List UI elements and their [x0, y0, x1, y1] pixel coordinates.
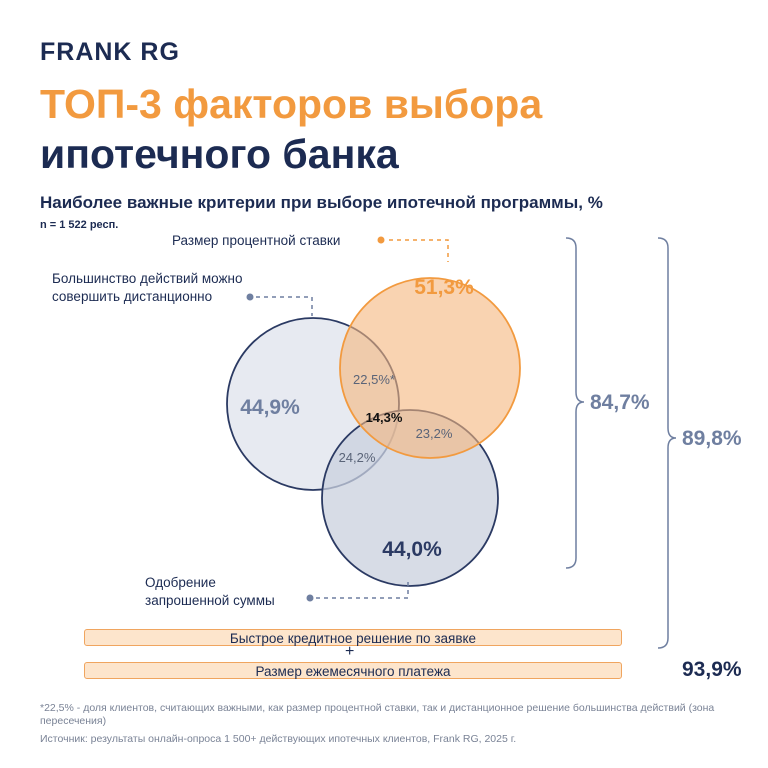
remote-value: 44,9%: [240, 396, 300, 419]
intersection-rate-remote: 22,5%*: [353, 372, 395, 387]
connector-approval: [316, 580, 409, 599]
connector-approval-dot: [306, 594, 314, 602]
sample-size: n = 1 522 респ.: [40, 219, 119, 231]
total-top3: 84,7%: [590, 391, 650, 414]
label-approval-line2: запрошенной суммы: [145, 593, 275, 608]
source-note: Источник: результаты онлайн-опроса 1 500…: [40, 733, 517, 745]
bar-monthly-payment: Размер ежемесячного платежа: [84, 662, 622, 679]
intersection-rate-approval: 23,2%: [416, 426, 453, 441]
bracket-top3: [565, 237, 585, 569]
connector-rate-dot: [377, 236, 385, 244]
circle-rate: [339, 277, 521, 459]
label-rate: Размер процентной ставки: [172, 233, 341, 248]
connector-remote-dot: [246, 293, 254, 301]
total-top4: 89,8%: [682, 427, 742, 450]
rate-value: 51,3%: [414, 276, 474, 299]
label-remote-line2: совершить дистанционно: [52, 289, 213, 304]
page-title-line2: ипотечного банка: [40, 131, 399, 177]
bar-fast-decision: Быстрое кредитное решение по заявке: [84, 629, 622, 646]
connector-remote: [256, 296, 313, 316]
label-remote-line1: Большинство действий можно: [52, 271, 243, 286]
label-approval-line1: Одобрение: [145, 575, 216, 590]
page-title-line1: ТОП-3 факторов выбора: [40, 81, 543, 127]
total-top5: 93,9%: [682, 658, 742, 681]
approval-value: 44,0%: [382, 538, 442, 561]
chart-subtitle: Наиболее важные критерии при выборе ипот…: [40, 193, 603, 212]
bracket-top4: [657, 237, 677, 649]
brand-logo: FRANK RG: [40, 38, 180, 66]
connector-rate: [389, 239, 449, 262]
footnote: *22,5% - доля клиентов, считающих важным…: [40, 702, 715, 727]
intersection-all-three: 14,3%: [366, 410, 403, 425]
plus-sign: +: [345, 643, 355, 660]
intersection-remote-approval: 24,2%: [339, 450, 376, 465]
